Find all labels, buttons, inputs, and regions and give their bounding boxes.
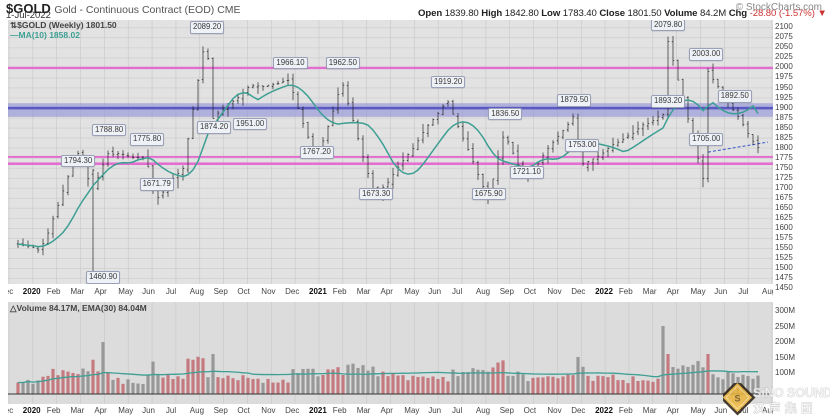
svg-text:S: S bbox=[734, 394, 740, 404]
svg-text:SiNO SOUND: SiNO SOUND bbox=[753, 386, 830, 400]
svg-text:汉声集团: 汉声集团 bbox=[753, 401, 817, 415]
